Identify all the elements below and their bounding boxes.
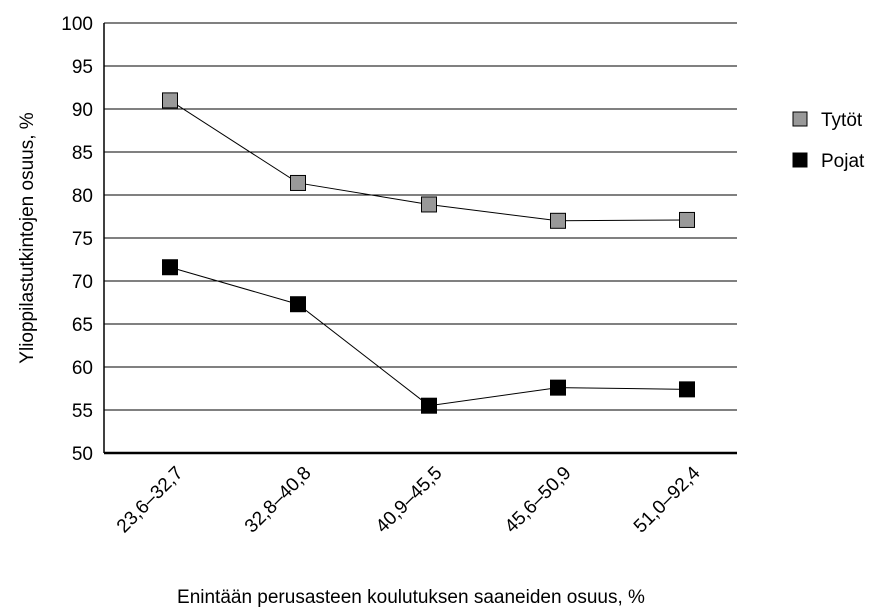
data-point-marker [550,212,566,229]
data-point-marker [290,296,306,313]
y-tick-label: 85 [72,143,93,164]
data-point-marker [421,397,437,414]
y-tick-label: 95 [72,57,93,78]
y-tick-label: 100 [61,14,93,35]
y-tick-label: 55 [72,401,93,422]
x-tick-label: 32,8–40,8 [241,463,316,538]
series-group [162,92,695,414]
y-tick-label: 70 [72,272,93,293]
x-axis-title: Enintään perusasteen koulutuksen saaneid… [177,587,645,608]
y-tick-label: 80 [72,186,93,207]
x-tick-label: 45,6–50,9 [501,463,576,538]
legend: Tytöt Pojat [792,110,865,172]
data-point-marker [679,381,695,398]
data-point-marker [162,92,178,109]
legend-swatch [792,152,808,168]
y-tick-label: 60 [72,358,93,379]
y-tick-label: 65 [72,315,93,336]
legend-swatch [792,111,808,127]
y-tick-labels: 50 55 60 65 70 75 80 85 90 95 100 [61,14,93,465]
series-line-1 [169,266,688,407]
legend-label: Pojat [821,151,865,172]
y-tick-label: 50 [72,444,93,465]
x-tick-label: 40,9–45,5 [372,463,447,538]
data-point-marker [421,196,437,213]
legend-label: Tytöt [821,110,863,131]
y-tick-label: 90 [72,100,93,121]
gridlines [104,22,737,455]
x-tick-label: 23,6–32,7 [113,463,188,538]
data-point-marker [679,211,695,228]
y-axis-title: Ylioppilastutkintojen osuus, % [17,112,38,363]
y-tick-label: 75 [72,229,93,250]
x-tick-label: 51,0–92,4 [630,462,705,537]
data-point-marker [550,379,566,396]
data-point-marker [162,259,178,276]
data-point-marker [290,174,306,191]
x-tick-labels: 23,6–32,7 32,8–40,8 40,9–45,5 45,6–50,9 51,0… [113,462,705,537]
